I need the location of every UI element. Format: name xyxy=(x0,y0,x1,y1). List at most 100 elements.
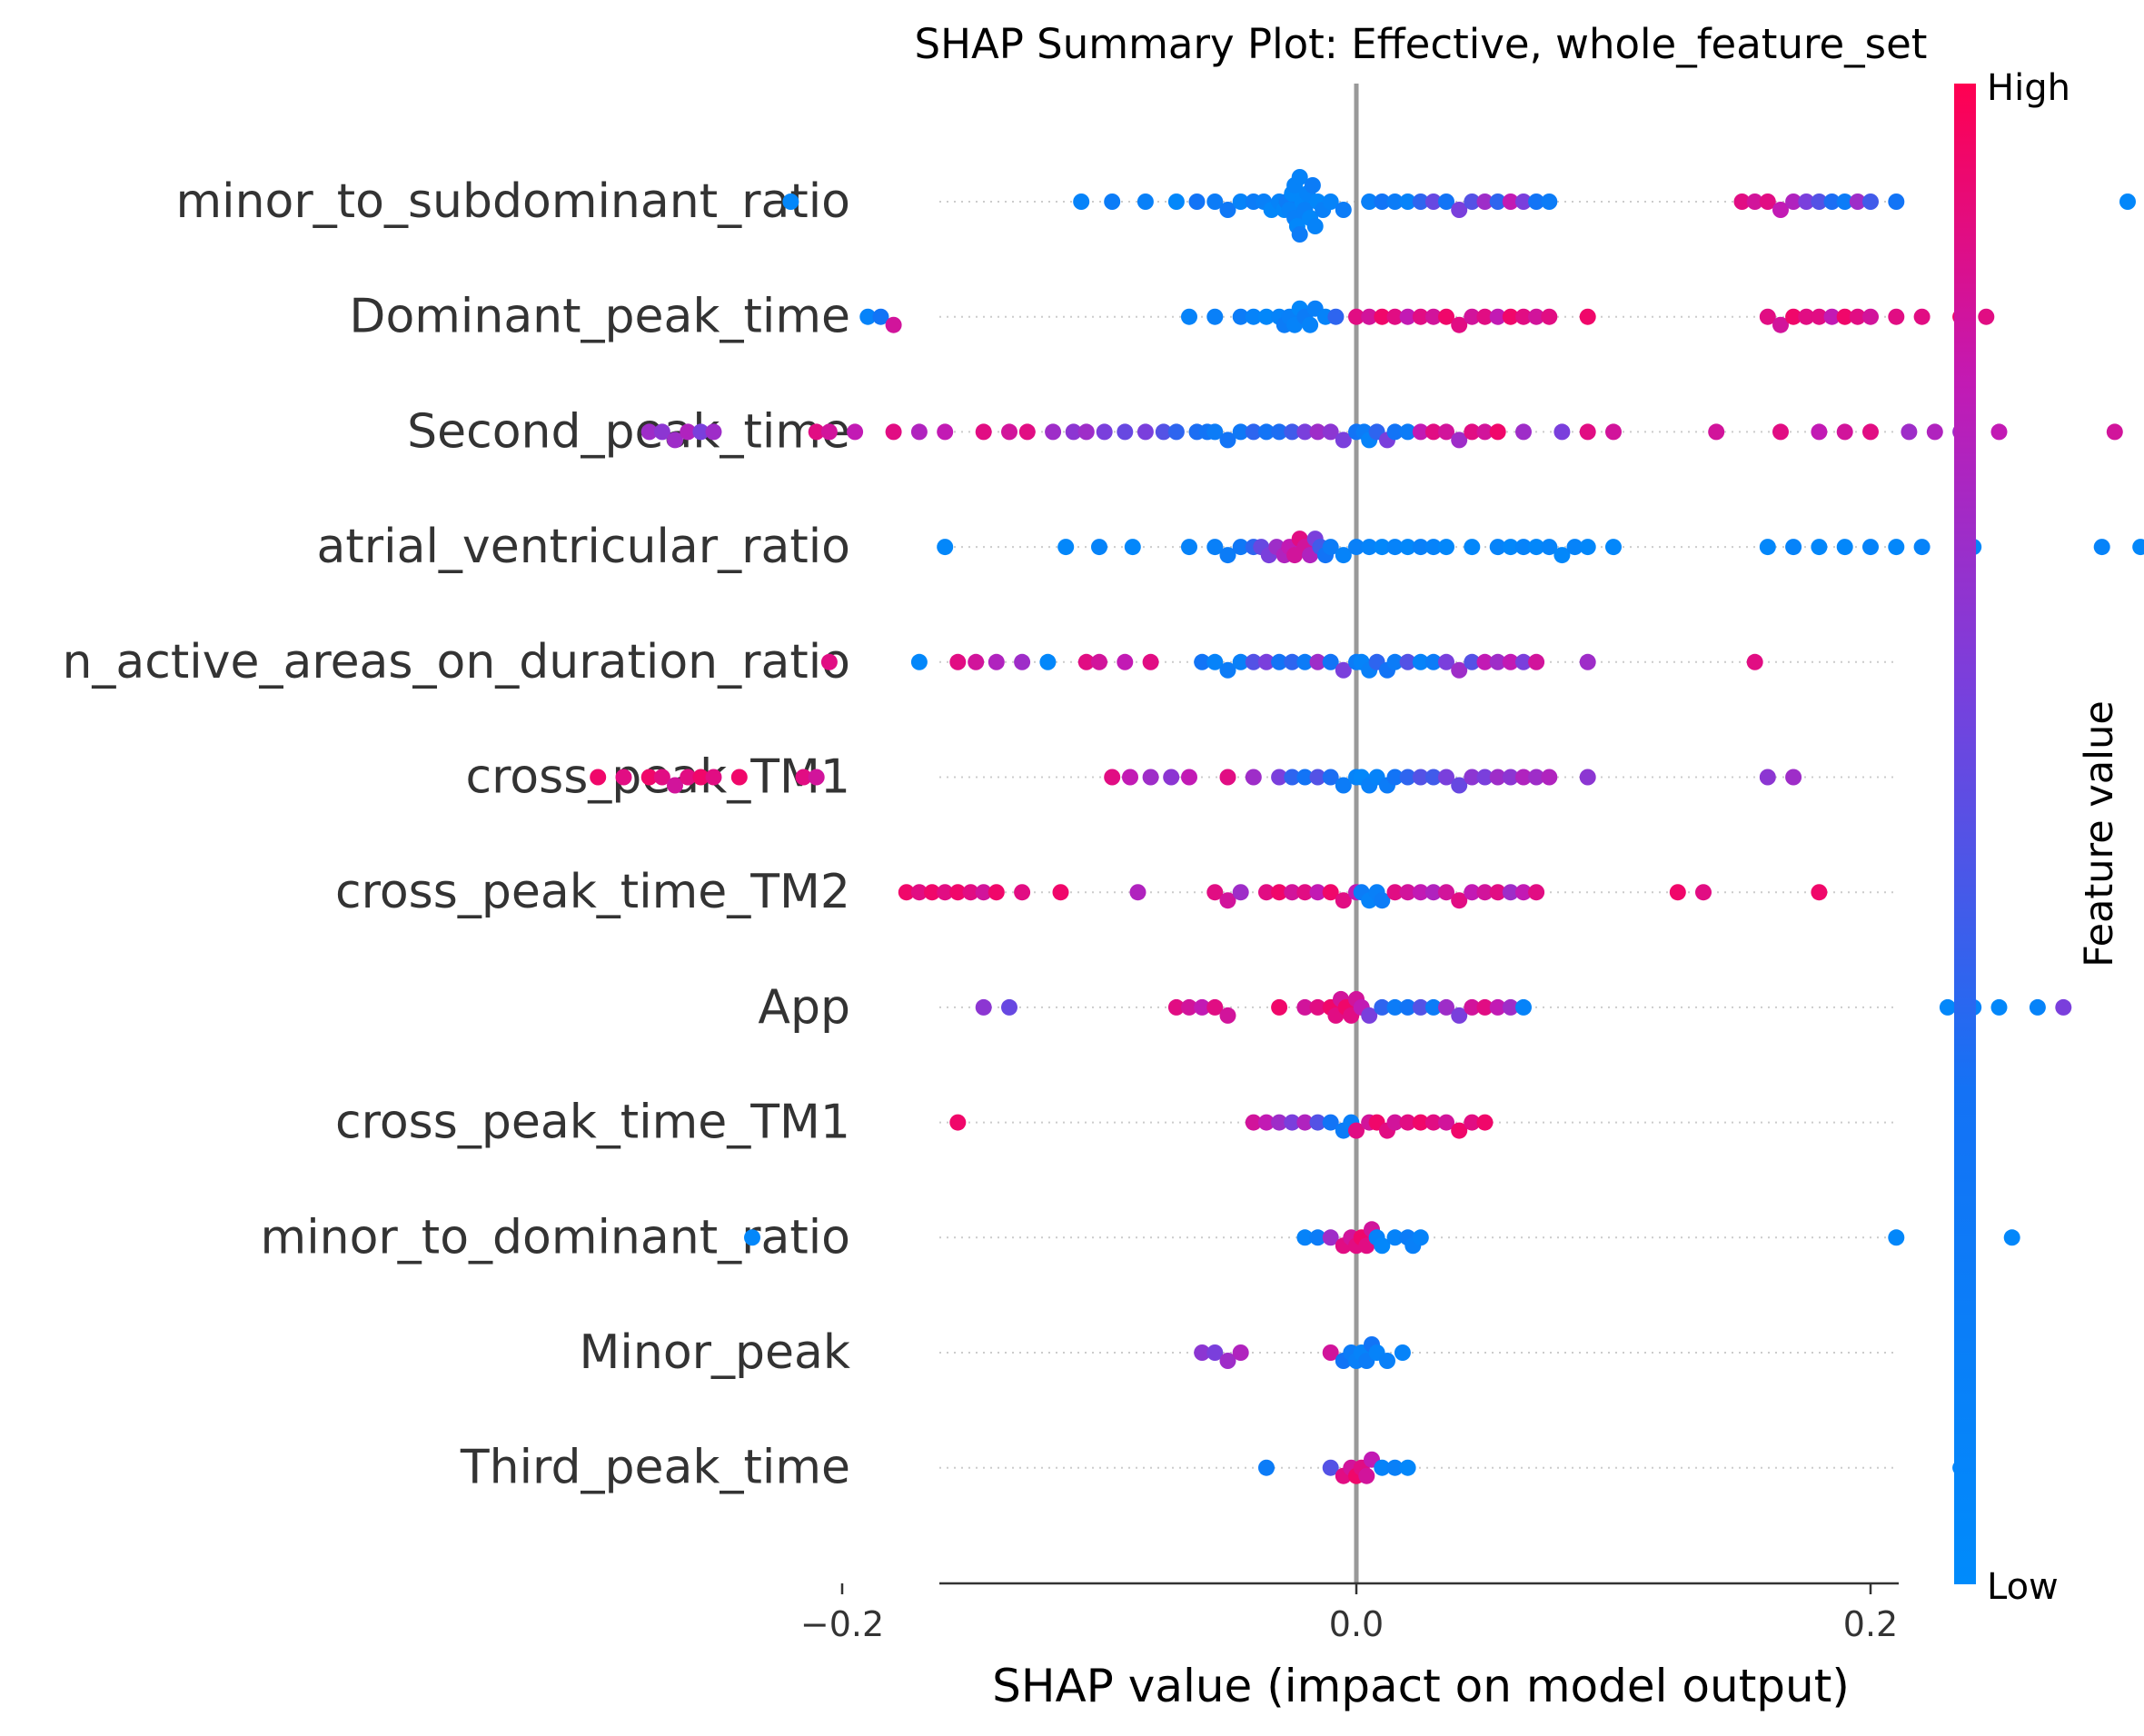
shap-point xyxy=(1065,423,1082,441)
shap-point xyxy=(1219,1007,1236,1024)
shap-point xyxy=(1232,1344,1249,1361)
shap-point xyxy=(1978,308,1995,325)
shap-point xyxy=(1291,226,1308,243)
shap-point xyxy=(1386,884,1404,901)
shap-point xyxy=(898,884,915,901)
shap-point xyxy=(1399,1459,1416,1476)
feature-label: minor_to_dominant_ratio xyxy=(261,1210,850,1265)
x-tick-label: 0.2 xyxy=(1843,1604,1898,1644)
shap-point xyxy=(808,423,825,441)
shap-point xyxy=(1232,308,1249,325)
shap-point xyxy=(1181,539,1197,556)
shap-point xyxy=(872,308,889,325)
shap-point xyxy=(2029,998,2046,1016)
shap-point xyxy=(1772,423,1789,441)
shap-point xyxy=(1206,539,1224,556)
shap-point xyxy=(1438,539,1454,556)
shap-point xyxy=(1823,308,1841,325)
row-guides xyxy=(939,201,1899,1469)
shap-point xyxy=(1464,308,1481,325)
x-tick-label: 0.0 xyxy=(1329,1604,1384,1644)
shap-point xyxy=(1451,1007,1468,1024)
shap-point xyxy=(1489,998,1506,1016)
shap-point xyxy=(1785,308,1802,325)
shap-point xyxy=(1888,539,1905,556)
shap-point xyxy=(975,998,992,1016)
shap-point xyxy=(1167,193,1185,210)
shap-point xyxy=(1424,308,1442,325)
shap-point xyxy=(1309,884,1326,901)
shap-point xyxy=(2093,539,2110,556)
shap-point xyxy=(1399,193,1416,210)
shap-point xyxy=(1104,769,1121,786)
shap-point xyxy=(1489,308,1506,325)
shap-point xyxy=(1553,423,1571,441)
shap-point xyxy=(1309,423,1326,441)
shap-point xyxy=(1271,769,1288,786)
shap-point xyxy=(1386,1229,1404,1246)
shap-point xyxy=(1374,1459,1391,1476)
shap-point xyxy=(1438,1114,1454,1131)
shap-point xyxy=(1541,769,1558,786)
shap-point xyxy=(1399,769,1416,786)
shap-point xyxy=(1386,193,1404,210)
shap-point xyxy=(782,193,799,210)
shap-point xyxy=(1309,1114,1326,1131)
shap-point xyxy=(1785,769,1802,786)
shap-point xyxy=(1306,218,1324,234)
shap-point xyxy=(1502,884,1519,901)
shap-point xyxy=(1001,998,1017,1016)
shap-point xyxy=(1206,193,1224,210)
shap-point xyxy=(653,769,670,786)
shap-point xyxy=(1386,769,1404,786)
shap-point xyxy=(1399,308,1416,325)
shap-point xyxy=(1464,653,1481,670)
shap-point xyxy=(1219,547,1236,564)
shap-point xyxy=(1412,308,1429,325)
shap-point xyxy=(1358,1467,1375,1484)
shap-point xyxy=(1579,539,1596,556)
shap-point xyxy=(975,423,992,441)
shap-point xyxy=(1566,539,1583,556)
shap-point xyxy=(1990,998,2008,1016)
shap-point xyxy=(1322,769,1339,786)
shap-point xyxy=(1502,998,1519,1016)
shap-point xyxy=(1232,884,1249,901)
shap-point xyxy=(1476,769,1494,786)
colorbar-title: Feature value xyxy=(2077,700,2122,967)
shap-point xyxy=(730,769,748,786)
shap-point xyxy=(1124,539,1141,556)
shap-point xyxy=(1412,884,1429,901)
shap-point xyxy=(1335,547,1352,564)
shap-point xyxy=(1194,998,1211,1016)
shap-point xyxy=(1039,653,1057,670)
shap-point xyxy=(1167,423,1185,441)
shap-point xyxy=(1374,539,1391,556)
shap-point xyxy=(2055,998,2072,1016)
shap-point xyxy=(1476,998,1494,1016)
shap-point xyxy=(1424,653,1442,670)
shap-point xyxy=(1096,423,1113,441)
shap-point xyxy=(1348,539,1365,556)
shap-point xyxy=(1528,884,1545,901)
shap-point xyxy=(1117,653,1134,670)
shap-point xyxy=(1258,423,1275,441)
shap-point xyxy=(1502,193,1519,210)
shap-point xyxy=(1541,193,1558,210)
feature-label: Second_peak_time xyxy=(407,404,850,459)
shap-point xyxy=(1374,998,1391,1016)
shap-point xyxy=(680,423,697,441)
shap-point xyxy=(1515,423,1532,441)
shap-point xyxy=(1464,1114,1481,1131)
shap-point xyxy=(1335,777,1352,794)
shap-point xyxy=(820,653,838,670)
shap-point xyxy=(1862,423,1879,441)
shap-point xyxy=(1502,653,1519,670)
shap-point xyxy=(1424,193,1442,210)
data-points xyxy=(590,169,2144,1484)
shap-point xyxy=(1464,539,1481,556)
shap-point xyxy=(1296,998,1314,1016)
shap-point xyxy=(1464,884,1481,901)
shap-point xyxy=(1322,1344,1339,1361)
